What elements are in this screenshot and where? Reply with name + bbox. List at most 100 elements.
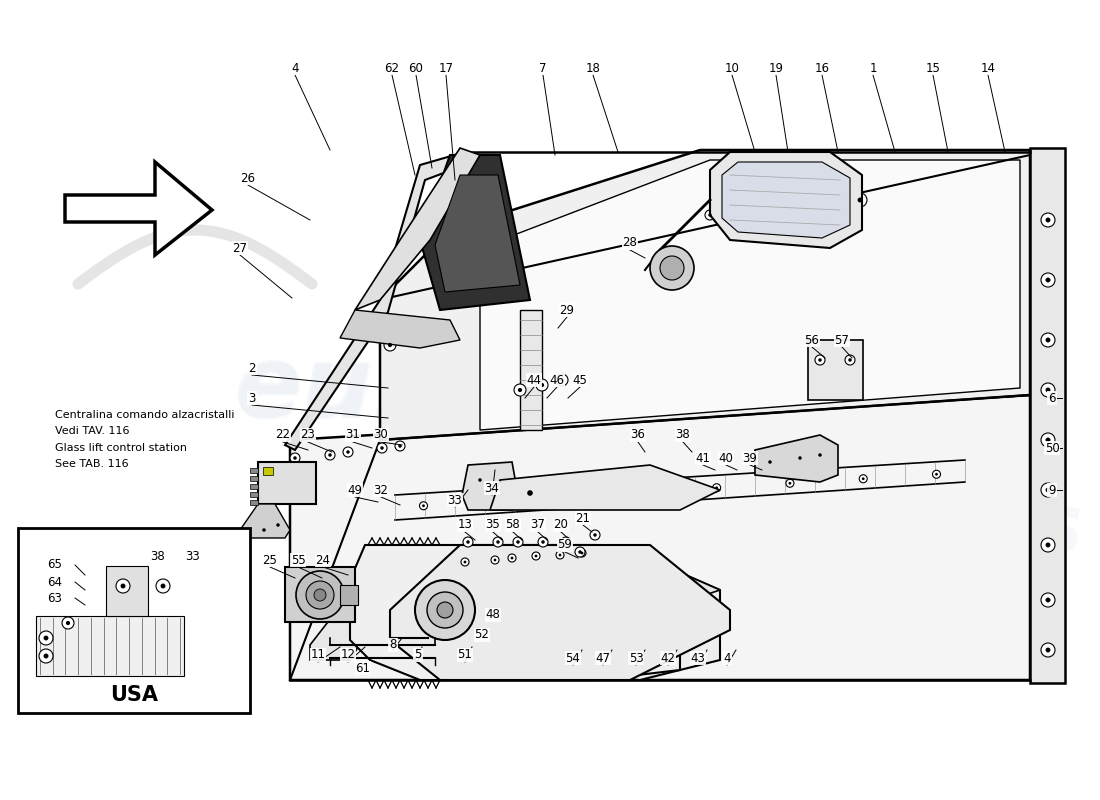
Circle shape [427,592,463,628]
Circle shape [39,631,53,645]
Circle shape [1041,433,1055,447]
Circle shape [496,540,499,544]
Circle shape [1045,338,1050,342]
Text: 18: 18 [585,62,601,74]
Text: 14: 14 [980,62,996,74]
Circle shape [660,256,684,280]
Circle shape [62,617,74,629]
Circle shape [395,441,405,451]
Circle shape [799,456,802,460]
Text: 24: 24 [316,554,330,566]
Text: 49: 49 [348,483,363,497]
Text: 21: 21 [575,511,591,525]
Circle shape [377,443,387,453]
Circle shape [461,558,469,566]
Bar [250,492,258,497]
Circle shape [478,478,482,482]
Circle shape [276,523,279,526]
Circle shape [44,654,48,658]
Circle shape [510,557,514,559]
Text: 50: 50 [1045,442,1059,454]
Bar [285,567,355,622]
Circle shape [764,457,776,467]
Circle shape [933,470,940,478]
Text: 25: 25 [263,554,277,566]
Text: 1: 1 [869,62,877,74]
Polygon shape [379,150,1030,440]
Circle shape [715,486,718,489]
Polygon shape [310,555,415,660]
Circle shape [708,214,712,217]
Text: 7: 7 [539,62,547,74]
Circle shape [845,355,855,365]
Text: 11: 11 [310,649,326,662]
Circle shape [466,540,470,544]
Circle shape [437,602,453,618]
Text: 32: 32 [374,483,388,497]
Circle shape [1041,213,1055,227]
Bar [250,500,258,505]
Circle shape [705,210,715,220]
Circle shape [290,453,300,463]
Bar [18,528,250,713]
Circle shape [314,589,326,601]
Polygon shape [462,462,518,510]
Circle shape [522,485,538,501]
Circle shape [768,460,772,464]
Polygon shape [480,160,1020,430]
Circle shape [935,473,938,476]
Text: 27: 27 [232,242,248,254]
Circle shape [815,450,825,460]
Text: 9: 9 [1048,483,1056,497]
Text: 40: 40 [718,451,734,465]
Text: 33: 33 [448,494,462,506]
Circle shape [328,454,332,457]
Circle shape [818,358,822,362]
Circle shape [491,556,499,564]
Text: 42: 42 [660,651,675,665]
Circle shape [852,193,867,207]
Circle shape [475,475,485,485]
Polygon shape [240,504,290,538]
Text: 4: 4 [292,62,299,74]
Circle shape [346,450,350,454]
Circle shape [861,478,865,480]
Polygon shape [355,148,480,310]
Text: 33: 33 [186,550,200,563]
Circle shape [415,580,475,640]
Circle shape [1041,273,1055,287]
Circle shape [581,552,583,554]
Text: 19: 19 [769,62,783,74]
Circle shape [593,534,596,537]
Polygon shape [350,545,680,680]
Text: 2: 2 [249,362,255,374]
Circle shape [66,621,70,625]
Text: 23: 23 [300,429,316,442]
Circle shape [1045,218,1050,222]
Circle shape [556,551,564,559]
Circle shape [516,540,519,544]
Text: 46: 46 [550,374,564,386]
Circle shape [495,487,505,497]
Text: 64: 64 [47,575,63,589]
Circle shape [527,490,532,496]
Text: 39: 39 [742,451,758,465]
Text: 4: 4 [724,651,730,665]
Text: 38: 38 [151,550,165,563]
Circle shape [258,525,270,535]
Text: 47: 47 [595,651,610,665]
Circle shape [44,635,48,641]
Circle shape [518,388,522,392]
Circle shape [575,547,585,557]
Text: 36: 36 [630,429,646,442]
Polygon shape [385,555,720,680]
Circle shape [818,454,822,457]
Circle shape [639,488,648,496]
Text: 63: 63 [47,591,63,605]
Circle shape [1041,538,1055,552]
Polygon shape [420,155,530,310]
Text: 54: 54 [565,651,581,665]
Text: 62: 62 [385,62,399,74]
Circle shape [388,343,392,347]
Polygon shape [560,555,720,600]
